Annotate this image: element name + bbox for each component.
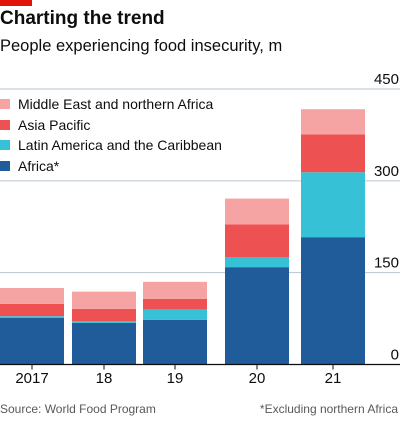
- bar-segment: [225, 257, 289, 268]
- legend-swatch: [0, 119, 10, 130]
- legend-swatch: [0, 99, 10, 110]
- legend-swatch: [0, 140, 10, 151]
- bar-segment: [301, 109, 365, 135]
- bar-segment: [225, 224, 289, 258]
- y-tick-label: 150: [374, 255, 399, 272]
- bar-segment: [0, 287, 64, 304]
- bar-segment: [0, 317, 64, 365]
- bar-segment: [301, 172, 365, 238]
- x-tick-label: 18: [96, 370, 113, 387]
- legend-item: Middle East and northern Africa: [0, 94, 222, 115]
- x-tick-label: 21: [325, 370, 342, 387]
- bar-segment: [0, 316, 64, 318]
- bar-segment: [72, 321, 136, 323]
- legend-item: Latin America and the Caribbean: [0, 135, 222, 156]
- legend-item: Asia Pacific: [0, 115, 222, 136]
- bar-segment: [225, 267, 289, 365]
- bar-segment: [72, 308, 136, 322]
- bar-segment: [72, 291, 136, 309]
- footnote: *Excluding northern Africa: [259, 402, 398, 416]
- bar-segment: [301, 237, 365, 365]
- bar-segment: [72, 322, 136, 365]
- legend-item: Africa*: [0, 156, 222, 177]
- y-tick-label: 300: [374, 163, 399, 180]
- chart-title: Charting the trend: [0, 8, 165, 29]
- legend-label: Asia Pacific: [18, 116, 91, 133]
- chart-subtitle: People experiencing food insecurity, m: [0, 37, 283, 55]
- bar-segment: [143, 309, 207, 320]
- y-tick-label: 0: [391, 347, 399, 364]
- bar-segment: [143, 281, 207, 299]
- chart-legend: Middle East and northern Africa Asia Paci…: [0, 94, 222, 176]
- bar-segment: [225, 198, 289, 225]
- bar-segment: [0, 303, 64, 317]
- x-tick-label: 19: [167, 370, 184, 387]
- legend-swatch: [0, 160, 10, 171]
- bar-segment: [143, 319, 207, 365]
- x-tick-label: 20: [249, 370, 266, 387]
- bar-segment: [301, 134, 365, 173]
- x-tick-label: 2017: [15, 370, 48, 387]
- source-note: Source: World Food Program: [0, 402, 156, 416]
- stacked-bar-chart: 2017 18 19 20 21 0 150 300 450: [0, 71, 400, 387]
- bar-segment: [143, 298, 207, 310]
- y-tick-label: 450: [374, 71, 399, 88]
- legend-label: Middle East and northern Africa: [18, 96, 214, 113]
- legend-label: Africa*: [18, 157, 60, 174]
- brand-accent-bar: [0, 0, 32, 6]
- legend-label: Latin America and the Caribbean: [18, 137, 222, 154]
